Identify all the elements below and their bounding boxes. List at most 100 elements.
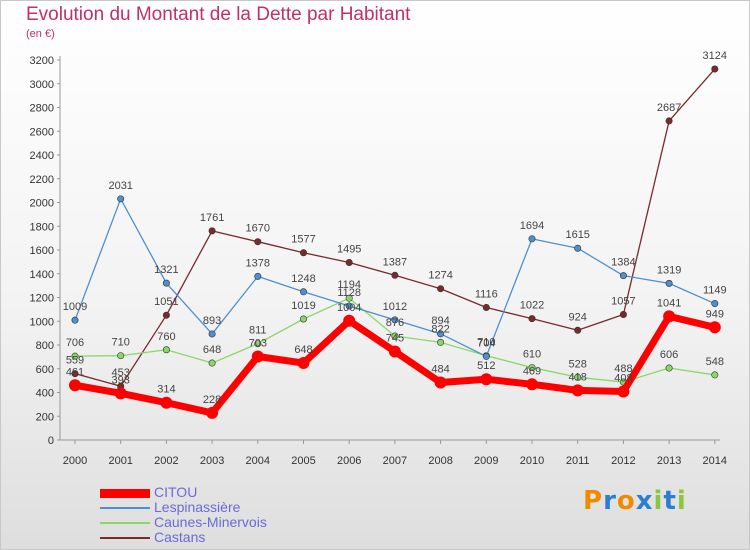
data-point (71, 370, 79, 378)
data-label: 1378 (246, 257, 270, 269)
data-label: 461 (66, 366, 84, 378)
y-tick-label: 1200 (30, 293, 54, 305)
x-tick-label: 2012 (611, 455, 635, 467)
data-point (345, 302, 353, 310)
data-point (708, 321, 721, 334)
data-point (162, 346, 170, 354)
data-label: 1321 (154, 264, 178, 276)
data-point (528, 364, 536, 372)
data-point (574, 373, 582, 381)
data-point (437, 338, 445, 346)
data-label: 418 (569, 371, 587, 383)
data-label: 1248 (291, 273, 315, 285)
data-label: 1116 (475, 288, 498, 300)
data-label: 703 (249, 338, 267, 350)
data-label: 1615 (565, 229, 589, 241)
data-point (482, 303, 490, 311)
legend-swatch (100, 488, 150, 498)
proxiti-logo: Proxiti (583, 486, 687, 516)
y-tick-label: 2400 (30, 150, 54, 162)
legend-item: Lespinassière (100, 500, 267, 515)
data-point (114, 387, 127, 400)
data-point (117, 352, 125, 360)
data-point (711, 371, 719, 379)
legend-item: Castans (100, 530, 267, 545)
data-point (254, 340, 262, 348)
chart-legend: CITOU Lespinassière Caunes-Minervois Castan… (100, 485, 267, 545)
data-label: 894 (431, 315, 449, 327)
y-tick-label: 1800 (30, 221, 54, 233)
data-label: 1128 (337, 287, 361, 299)
data-label: 710 (112, 337, 130, 349)
data-point (69, 379, 81, 392)
data-label: 559 (66, 355, 84, 367)
data-label: 408 (614, 373, 632, 385)
data-label: 3124 (703, 50, 727, 62)
data-label: 1670 (246, 223, 270, 235)
data-label: 648 (203, 344, 221, 356)
data-point (391, 332, 399, 340)
data-point (663, 310, 676, 323)
data-label: 1384 (611, 257, 635, 269)
y-tick-label: 400 (36, 388, 54, 400)
data-point (528, 235, 536, 243)
legend-swatch (100, 537, 150, 540)
data-label: 704 (477, 337, 495, 349)
data-point (571, 384, 584, 397)
legend-label: Castans (154, 529, 206, 545)
x-tick-label: 2004 (246, 455, 270, 467)
y-tick-label: 200 (36, 411, 54, 423)
x-tick-label: 2013 (657, 455, 681, 467)
data-label: 528 (569, 358, 587, 370)
data-label: 1694 (520, 220, 544, 232)
x-tick-label: 2000 (63, 455, 87, 467)
x-tick-label: 2007 (383, 455, 407, 467)
data-point (617, 385, 630, 398)
data-point (391, 316, 399, 324)
data-point (391, 271, 399, 279)
data-point (665, 364, 673, 372)
chart-title: Evolution du Montant de la Dette par Hab… (26, 4, 411, 25)
data-label: 1149 (703, 285, 727, 297)
y-tick-label: 2800 (30, 103, 54, 115)
logo-letter: i (676, 486, 687, 516)
y-tick-label: 3200 (30, 55, 54, 67)
x-tick-label: 2001 (108, 455, 132, 467)
logo-letter: P (583, 486, 604, 516)
data-point (345, 294, 353, 302)
data-point (299, 249, 307, 257)
data-point (251, 350, 264, 363)
data-point (482, 352, 490, 360)
data-label: 924 (569, 311, 587, 323)
x-tick-label: 2010 (520, 455, 544, 467)
logo-letter: x (635, 486, 654, 516)
data-label: 393 (112, 374, 130, 386)
x-tick-label: 2008 (428, 455, 452, 467)
data-point (299, 315, 307, 323)
data-label: 484 (431, 364, 449, 376)
y-tick-label: 2600 (30, 126, 54, 138)
legend-label: CITOU (154, 484, 198, 500)
data-point (254, 272, 262, 280)
data-point (254, 238, 262, 246)
data-label: 488 (614, 363, 632, 375)
x-tick-label: 2014 (703, 455, 727, 467)
y-tick-label: 1400 (30, 269, 54, 281)
data-point (162, 311, 170, 319)
data-point (711, 65, 719, 73)
data-point (388, 345, 401, 358)
data-label: 610 (523, 349, 541, 361)
x-tick-label: 2011 (566, 455, 590, 467)
y-tick-label: 0 (48, 435, 54, 447)
y-tick-label: 2000 (30, 198, 54, 210)
x-tick-label: 2006 (337, 455, 361, 467)
data-label: 512 (477, 360, 495, 372)
data-point (480, 373, 493, 386)
data-label: 1057 (611, 295, 635, 307)
data-point (208, 359, 216, 367)
legend-swatch (100, 507, 150, 510)
legend-label: Caunes-Minervois (154, 514, 267, 530)
y-tick-label: 1000 (30, 316, 54, 328)
data-point (162, 279, 170, 287)
